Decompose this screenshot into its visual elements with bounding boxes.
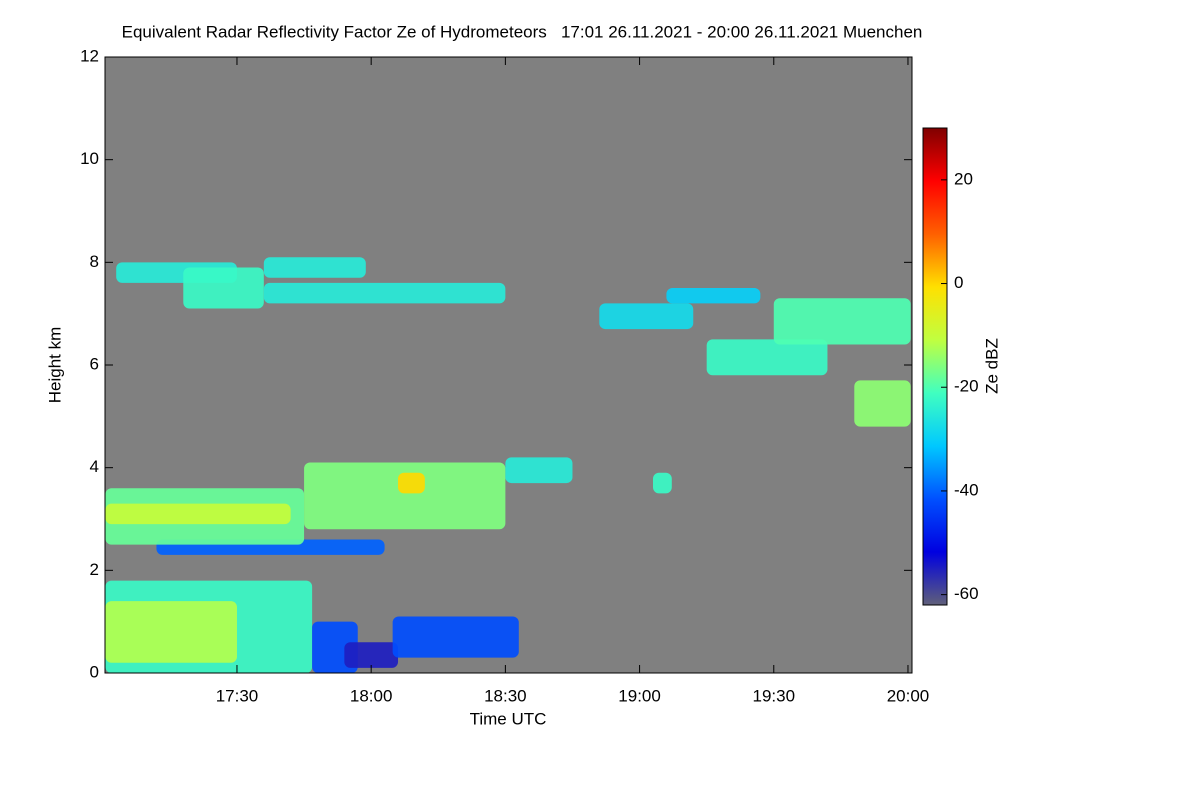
echo-cell (263, 257, 366, 278)
y-tick-label: 8 (90, 252, 99, 271)
y-axis-label: Height km (45, 327, 64, 404)
y-tick-label: 2 (90, 560, 99, 579)
x-tick-label: 20:00 (887, 686, 930, 705)
echo-cell (105, 601, 237, 663)
x-axis-label: Time UTC (470, 709, 547, 728)
colorbar-tick-label: 20 (954, 169, 973, 188)
echo-cell (344, 642, 399, 668)
colorbar-tick-label: -40 (954, 480, 979, 499)
chart-title: Equivalent Radar Reflectivity Factor Ze … (122, 22, 923, 41)
y-tick-label: 12 (80, 46, 99, 65)
echo-cell (773, 298, 911, 345)
y-tick-label: 10 (80, 149, 99, 168)
colorbar (922, 127, 948, 606)
echo-cell (706, 339, 828, 376)
echo-cell (398, 472, 425, 494)
echo-cell (854, 380, 911, 427)
y-tick-label: 4 (90, 457, 99, 476)
echo-cell (263, 282, 506, 304)
echo-cell (304, 462, 506, 530)
x-tick-label: 19:00 (618, 686, 661, 705)
echo-cell (105, 503, 291, 525)
colorbar-tick-label: 0 (954, 273, 963, 292)
x-tick-label: 19:30 (753, 686, 796, 705)
x-tick-label: 17:30 (216, 686, 259, 705)
echo-cell (652, 472, 672, 494)
colorbar-tick-label: -60 (954, 584, 979, 603)
y-tick-label: 6 (90, 354, 99, 373)
x-tick-label: 18:30 (484, 686, 527, 705)
colorbar-tick-label: -20 (954, 377, 979, 396)
x-tick-label: 18:00 (350, 686, 393, 705)
echo-cell (666, 288, 761, 304)
colorbar-label: Ze dBZ (982, 338, 1001, 394)
echo-cell (599, 303, 694, 330)
y-tick-label: 0 (90, 662, 99, 681)
echo-cell (183, 267, 264, 309)
echo-cell (505, 457, 573, 484)
echo-cell (392, 616, 519, 658)
